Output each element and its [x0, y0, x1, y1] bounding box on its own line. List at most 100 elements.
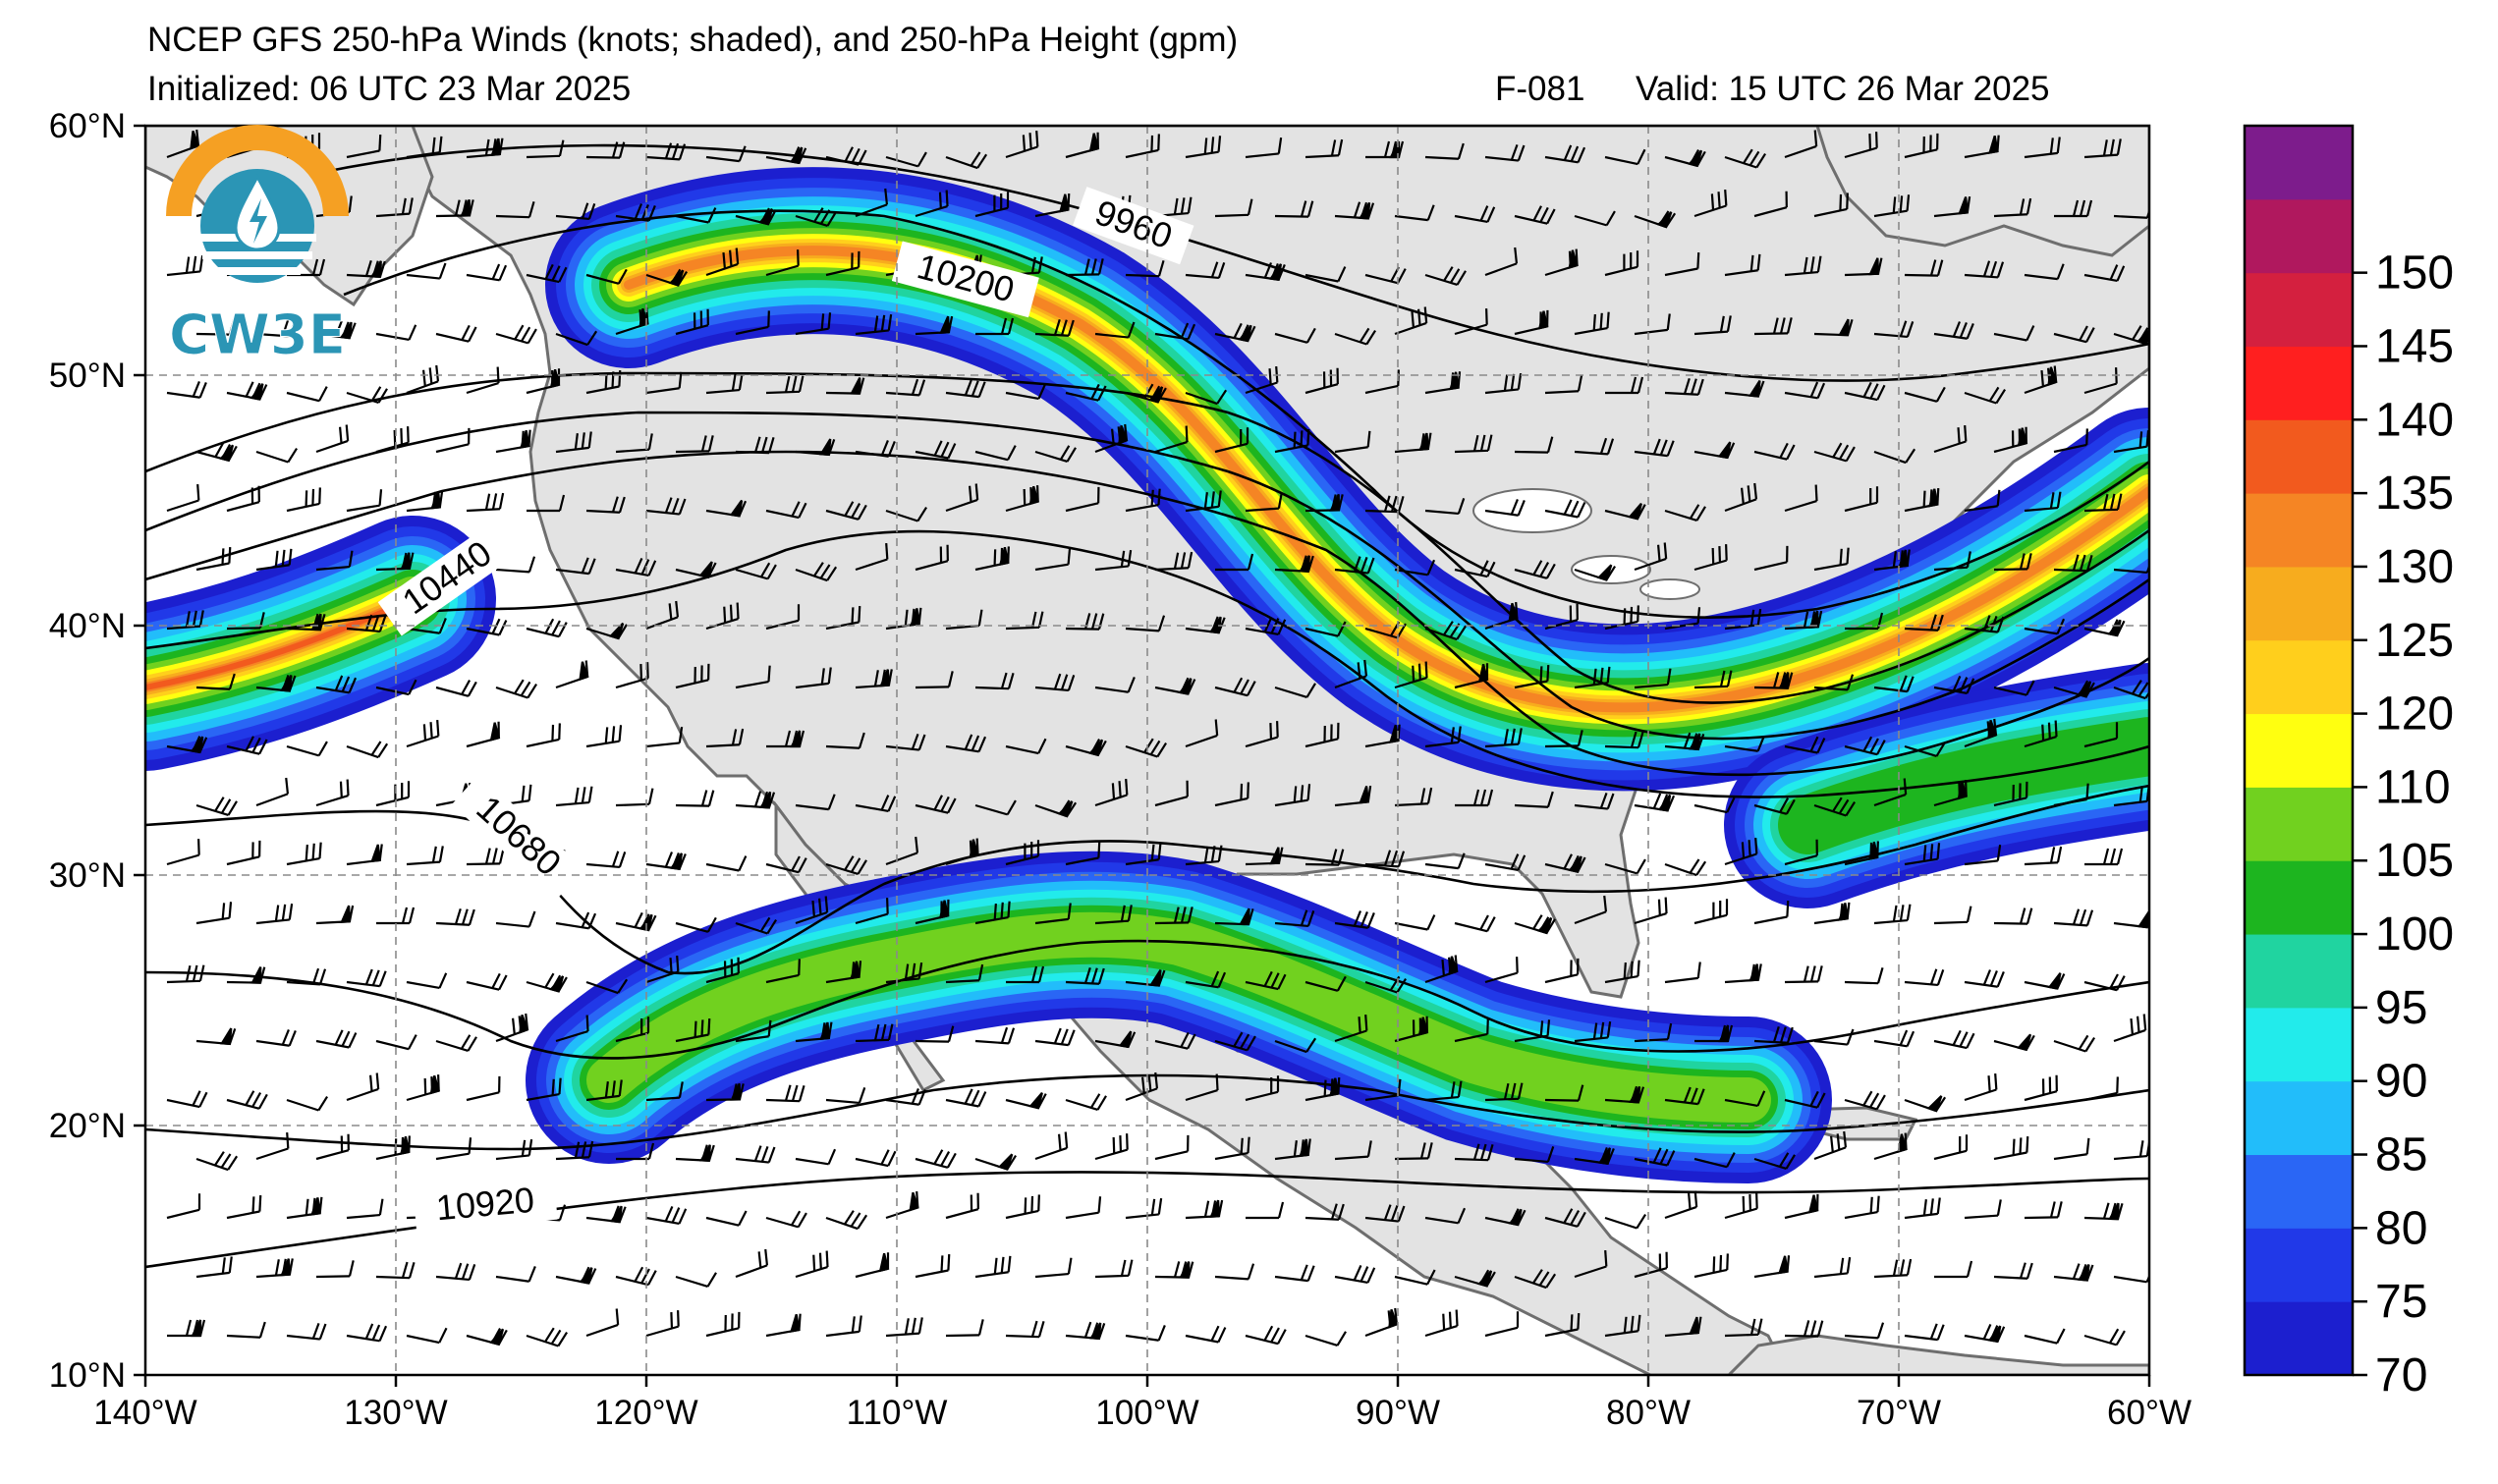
- wind-barb: [1034, 903, 1072, 925]
- wind-barb: [1933, 1029, 1975, 1050]
- wind-barb: [1574, 564, 1617, 581]
- wind-barb: [1873, 194, 1911, 218]
- colorbar-label: 85: [2375, 1129, 2427, 1182]
- wind-barb: [555, 911, 597, 930]
- wind-barb: [1664, 377, 1704, 396]
- wind-barb: [675, 790, 715, 807]
- wind-barb: [226, 1321, 266, 1339]
- wind-barb: [1574, 210, 1616, 227]
- wind-barb: [1753, 1025, 1794, 1044]
- wind-barb: [1274, 1037, 1317, 1054]
- wind-barb: [645, 852, 687, 870]
- wind-barb: [1185, 970, 1227, 989]
- wind-barb: [495, 1138, 533, 1161]
- wind-barb: [1005, 383, 1047, 400]
- wind-barb: [226, 840, 261, 866]
- wind-barb: [1904, 1323, 1945, 1342]
- map-panel: 9960 10200 10440 10680 10920: [145, 126, 2149, 1375]
- wind-barb: [1604, 960, 1640, 984]
- wind-barb: [1873, 904, 1912, 925]
- wind-barb: [1424, 955, 1459, 984]
- wind-barb: [795, 207, 837, 227]
- wind-barb: [2083, 1076, 2119, 1102]
- wind-barb: [1034, 799, 1078, 818]
- wind-barb: [1365, 140, 1405, 159]
- wind-barb: [1664, 251, 1700, 277]
- wind-barb: [406, 490, 444, 513]
- wind-barb: [526, 1327, 569, 1347]
- colorbar-label: 125: [2375, 615, 2454, 667]
- lat-label: 30°N: [49, 856, 126, 895]
- wind-barb: [2053, 1034, 2096, 1053]
- wind-barb: [435, 198, 474, 218]
- lon-label: 100°W: [1095, 1394, 1198, 1432]
- wind-barb: [1604, 1314, 1641, 1338]
- wind-barb: [1634, 542, 1668, 572]
- wind-barb: [1005, 840, 1040, 866]
- wind-barb: [1724, 963, 1762, 984]
- wind-barb: [1065, 258, 1104, 277]
- wind-barb: [1604, 148, 1646, 166]
- wind-barb: [1813, 192, 1849, 218]
- wind-barb: [765, 146, 807, 165]
- wind-barb: [885, 378, 926, 397]
- colorbar-swatch: [2245, 639, 2353, 715]
- wind-barb: [1753, 442, 1796, 461]
- wind-barb: [1065, 841, 1101, 866]
- wind-barb: [855, 188, 889, 218]
- wind-barb: [585, 1205, 627, 1224]
- wind-barb: [1514, 1146, 1555, 1164]
- wind-barb: [1305, 1331, 1347, 1347]
- wind-barb: [1484, 499, 1526, 517]
- colorbar-swatch: [2245, 1080, 2353, 1156]
- wind-barb: [705, 1210, 748, 1227]
- wind-barb: [855, 440, 896, 458]
- wind-barb: [974, 672, 1015, 690]
- wind-barb: [1813, 674, 1855, 691]
- wind-barb: [1484, 1311, 1520, 1338]
- wind-barb: [1844, 486, 1879, 513]
- wind-barb: [1334, 430, 1371, 454]
- wind-barb: [1664, 1086, 1705, 1106]
- wind-barb: [1424, 726, 1462, 748]
- wind-barb: [855, 1252, 890, 1279]
- wind-barb: [375, 679, 417, 696]
- wind-barb: [1245, 262, 1286, 281]
- wind-barb: [1484, 601, 1519, 631]
- wind-barb: [1305, 138, 1344, 159]
- wind-barb: [915, 440, 957, 460]
- wind-barb: [885, 151, 927, 168]
- wind-barb: [526, 723, 561, 748]
- wind-barb: [1185, 719, 1219, 748]
- wind-barb: [855, 898, 889, 925]
- wind-barb: [1154, 322, 1196, 341]
- wind-barb: [166, 129, 200, 159]
- wind-barb: [1604, 1085, 1645, 1104]
- wind-barb: [526, 139, 565, 159]
- wind-barb: [315, 550, 354, 572]
- wind-barb: [1065, 1196, 1102, 1220]
- colorbar-label: 145: [2375, 320, 2454, 372]
- north-america-land: [391, 126, 2149, 1375]
- wind-barb: [1334, 556, 1375, 575]
- wind-barb: [585, 978, 629, 995]
- wind-barb: [1394, 1016, 1429, 1043]
- wind-barb: [2024, 846, 2063, 866]
- forecast-hour: F-081: [1495, 70, 1585, 108]
- wind-barb: [1784, 255, 1822, 277]
- wind-barb: [765, 501, 807, 520]
- wind-barb: [1125, 260, 1165, 278]
- wind-barb: [585, 141, 626, 159]
- wind-barb: [1844, 841, 1879, 866]
- wind-barb: [1484, 957, 1519, 984]
- lon-label: 140°W: [93, 1394, 196, 1432]
- wind-barb: [705, 499, 748, 518]
- wind-barb: [885, 607, 922, 631]
- wind-barb: [1394, 1269, 1436, 1286]
- wind-barb: [286, 967, 327, 986]
- wind-barb: [1454, 560, 1496, 578]
- wind-barb: [1484, 372, 1523, 395]
- wind-barb: [974, 1026, 1016, 1045]
- wind-barb: [2053, 783, 2089, 807]
- wind-barb: [1334, 1140, 1372, 1161]
